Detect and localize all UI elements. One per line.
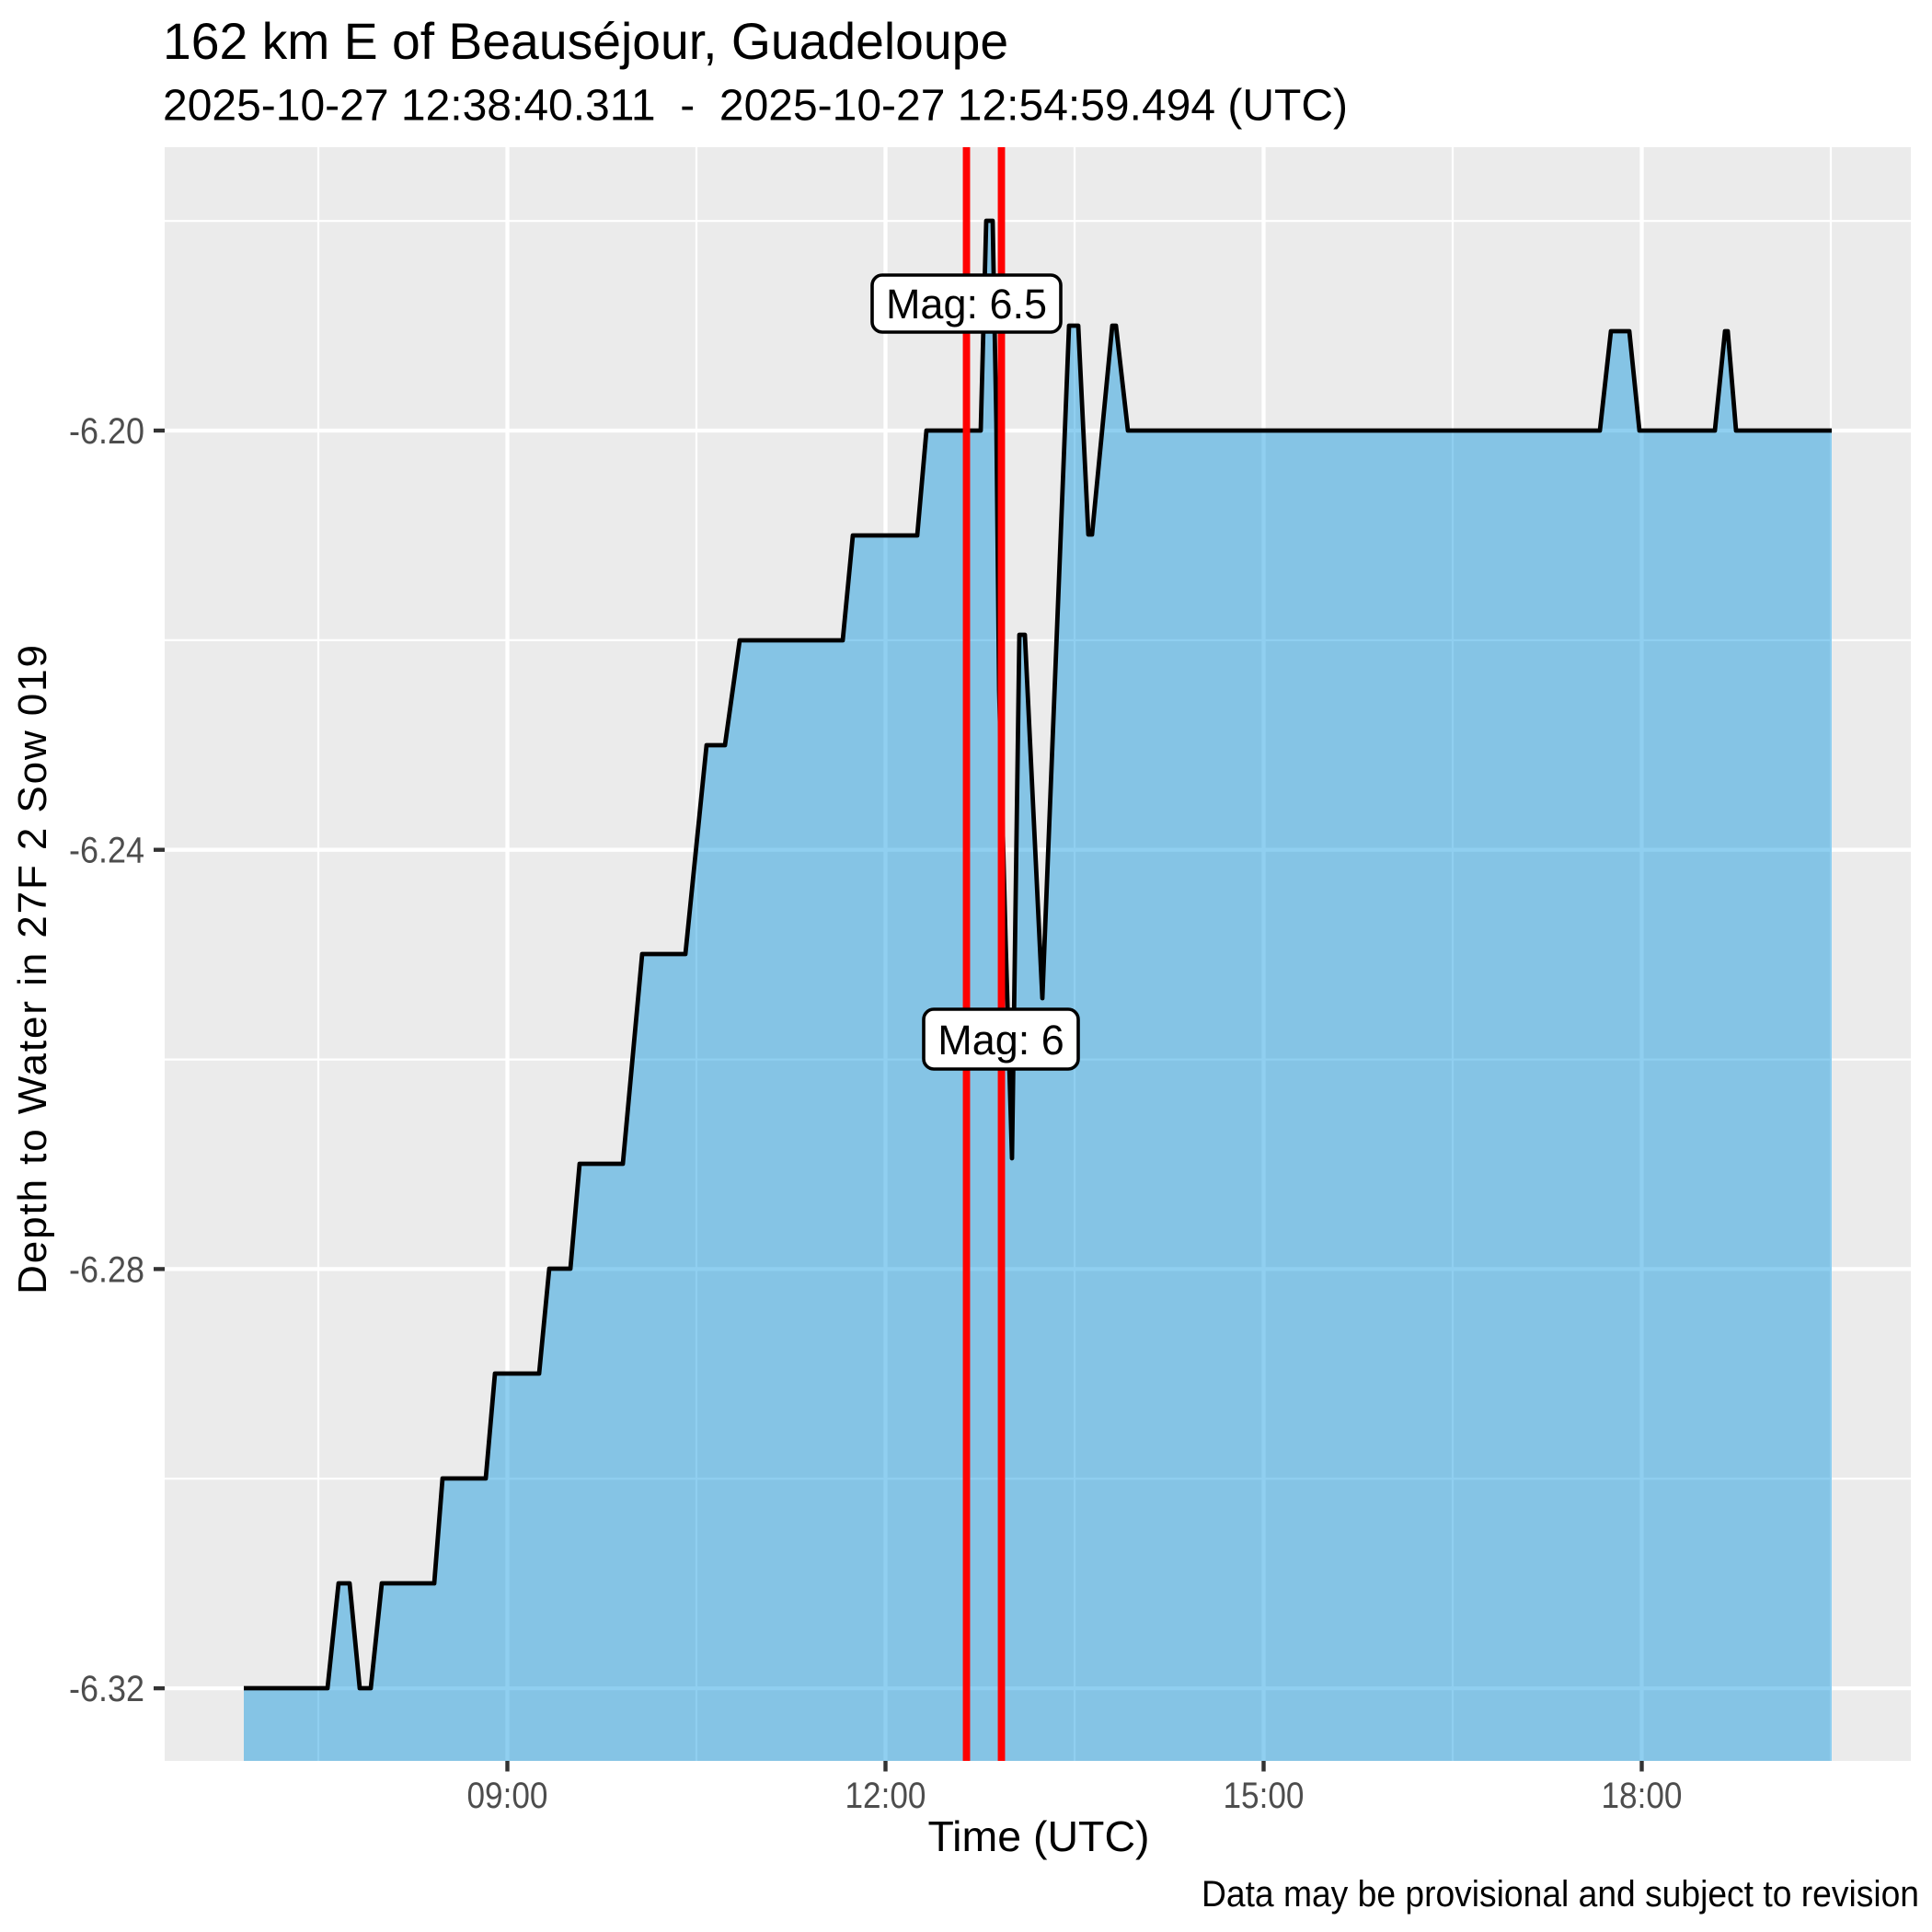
svg-text:Depth to Water in 27F 2 Sow 01: Depth to Water in 27F 2 Sow 019 bbox=[10, 643, 55, 1294]
svg-text:Time (UTC): Time (UTC) bbox=[927, 1812, 1149, 1860]
svg-text:15:00: 15:00 bbox=[1224, 1776, 1305, 1816]
svg-text:2025-10-27 12:38:40.311 - 20: 2025-10-27 12:38:40.311 - 2025-10-27 12:… bbox=[163, 82, 1348, 131]
svg-text:-6.32: -6.32 bbox=[69, 1669, 144, 1709]
svg-text:09:00: 09:00 bbox=[467, 1776, 548, 1816]
svg-text:12:00: 12:00 bbox=[845, 1776, 926, 1816]
svg-text:Data may be provisional and su: Data may be provisional and subject to r… bbox=[1202, 1874, 1919, 1915]
svg-text:Mag: 6: Mag: 6 bbox=[937, 1017, 1064, 1064]
svg-text:-6.24: -6.24 bbox=[69, 831, 144, 871]
svg-text:162 km E of Beauséjour, Guadel: 162 km E of Beauséjour, Guadeloupe bbox=[163, 13, 1008, 70]
svg-text:-6.28: -6.28 bbox=[69, 1249, 144, 1290]
svg-text:18:00: 18:00 bbox=[1602, 1776, 1683, 1816]
svg-text:-6.20: -6.20 bbox=[69, 411, 144, 452]
svg-text:Mag: 6.5: Mag: 6.5 bbox=[886, 281, 1047, 328]
